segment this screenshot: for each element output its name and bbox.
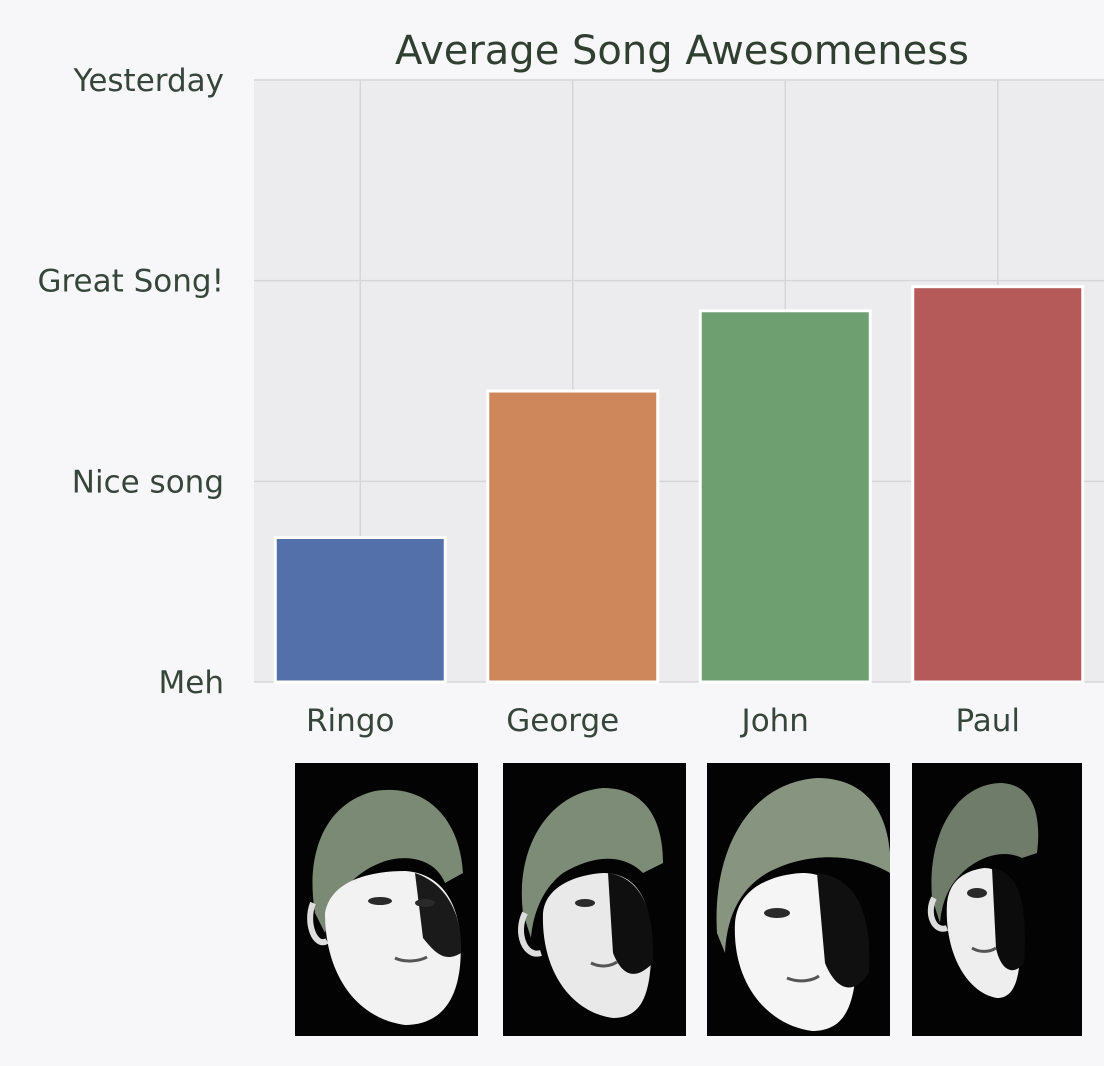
y-tick-label: Yesterday: [73, 63, 225, 99]
chart-title: Average Song Awesomeness: [395, 28, 969, 74]
george-portrait-icon: [503, 763, 686, 1036]
bar-john: [698, 309, 872, 684]
bar-ringo: [273, 536, 447, 684]
ringo-portrait-icon: [295, 763, 478, 1036]
y-tick-labels: Meh Nice song Great Song! Yesterday: [37, 63, 224, 701]
bar-chart: Meh Nice song Great Song! Yesterday Ringo Ge…: [37, 28, 1104, 739]
paul-portrait-icon: [912, 763, 1082, 1036]
bar-paul: [911, 285, 1085, 684]
x-tick-labels: Ringo George John Paul: [306, 703, 1020, 739]
x-tick-label-george: George: [506, 703, 619, 739]
bar-george: [486, 389, 660, 684]
y-tick-label: Great Song!: [37, 264, 224, 300]
x-tick-label-ringo: Ringo: [306, 703, 394, 739]
y-tick-label: Nice song: [72, 464, 224, 500]
bars: [273, 285, 1085, 684]
x-tick-label-john: John: [740, 703, 809, 739]
x-tick-label-paul: Paul: [955, 703, 1020, 739]
y-tick-label: Meh: [159, 665, 224, 701]
john-portrait-icon: [707, 763, 890, 1036]
